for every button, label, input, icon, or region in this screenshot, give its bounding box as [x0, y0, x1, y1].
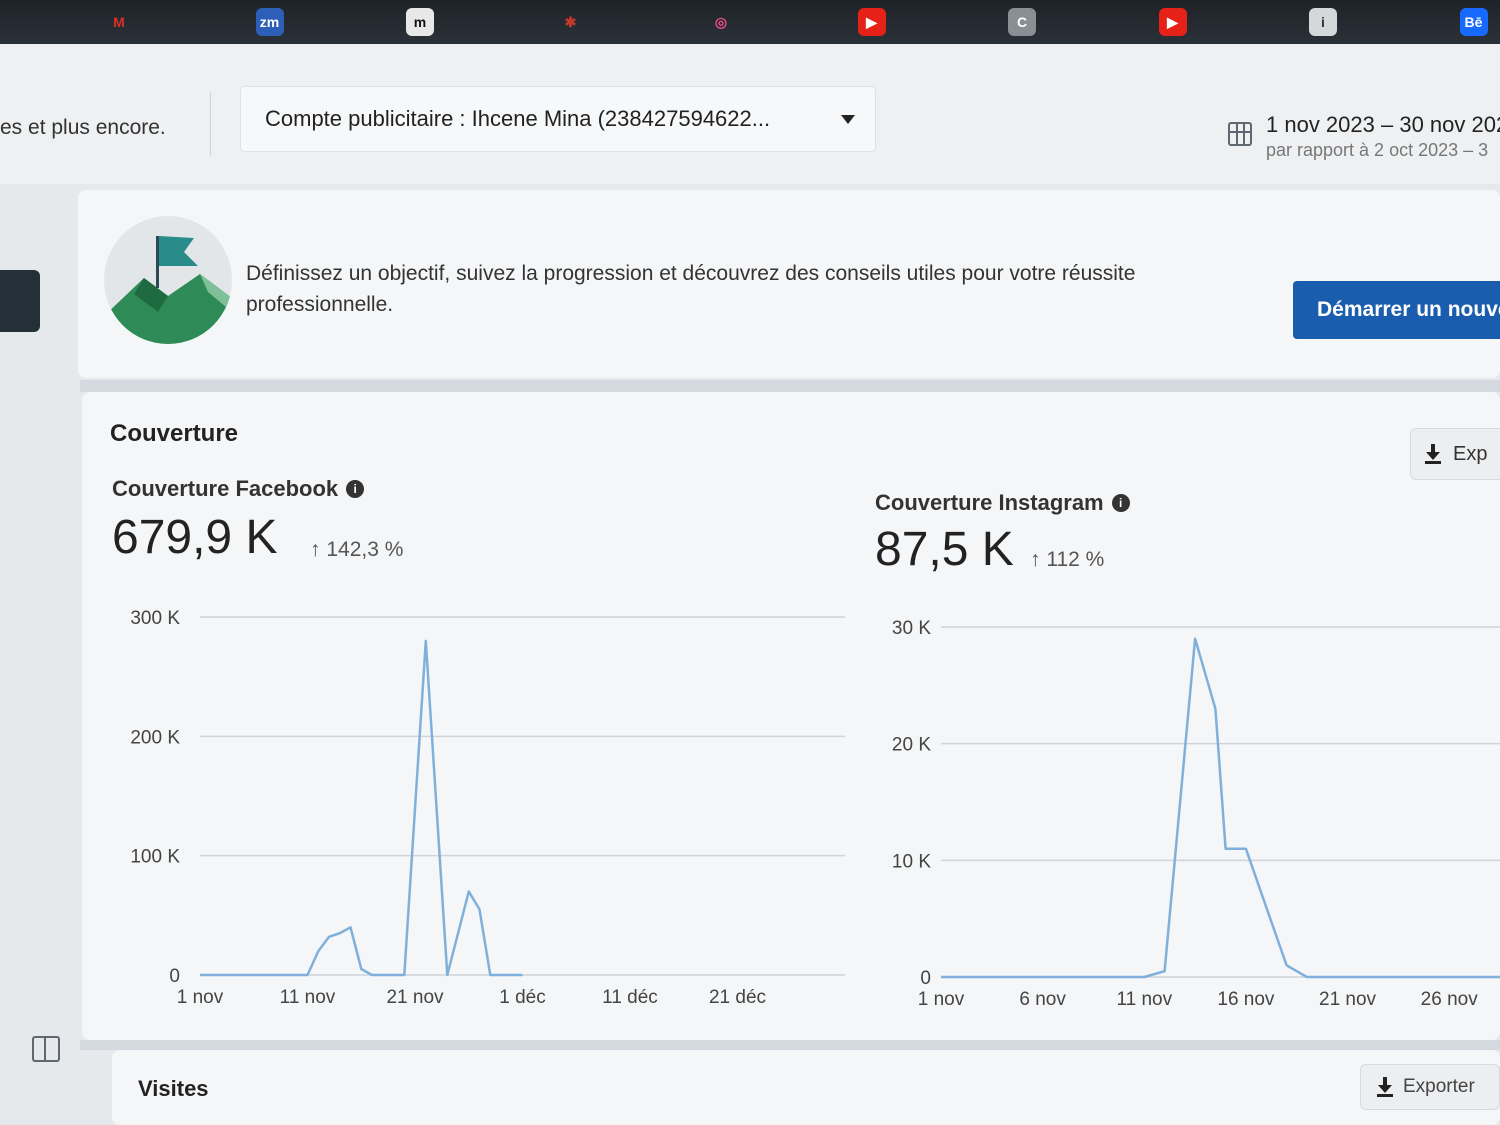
info-icon[interactable]: i — [1111, 494, 1130, 512]
visits-panel — [112, 1050, 1500, 1125]
header-left-text: es et plus encore. — [0, 116, 166, 139]
x-tick-label: 11 nov — [1116, 989, 1172, 1010]
x-tick-label: 16 nov — [1217, 989, 1275, 1010]
dribbble-icon[interactable]: ◎ — [714, 13, 728, 30]
instagram-reach-change: ↑ 112 % — [1030, 548, 1105, 571]
download-icon — [1377, 1077, 1393, 1097]
behance-icon[interactable]: Bē — [1459, 8, 1488, 36]
info-app-icon[interactable]: i — [1309, 8, 1337, 36]
facebook-reach-change: ↑ 142,3 % — [310, 538, 404, 561]
y-tick-label: 30 K — [892, 618, 931, 639]
side-dark-button[interactable] — [0, 270, 40, 332]
goal-banner-text: Définissez un objectif, suivez la progre… — [246, 262, 1136, 316]
x-tick-label: 21 déc — [709, 987, 766, 1008]
bug-icon[interactable]: ✱ — [564, 13, 577, 30]
start-new-goal-button[interactable]: Démarrer un nouve — [1293, 281, 1500, 339]
c-app-icon[interactable]: C — [1008, 8, 1036, 36]
x-tick-label: 1 nov — [177, 987, 224, 1008]
account-select-label: Compte publicitaire : Ihcene Mina (23842… — [265, 106, 771, 131]
youtube-icon-2[interactable]: ▶ — [1158, 8, 1187, 36]
x-tick-label: 11 déc — [602, 987, 658, 1008]
youtube-icon[interactable]: ▶ — [857, 8, 886, 36]
y-tick-label: 10 K — [892, 851, 931, 872]
visits-export-label: Exporter — [1403, 1076, 1475, 1097]
info-icon[interactable]: i — [346, 480, 365, 498]
x-tick-label: 21 nov — [1319, 989, 1377, 1010]
visits-title: Visites — [138, 1076, 209, 1101]
y-tick-label: 100 K — [130, 847, 180, 868]
reach-series-line — [200, 639, 523, 977]
facebook-reach-label-text: Couverture Facebook — [112, 476, 339, 501]
header-divider — [210, 92, 211, 156]
x-tick-label: 6 nov — [1019, 989, 1066, 1010]
reach-series-line — [941, 637, 1500, 979]
export-button[interactable]: Exp — [1410, 428, 1500, 480]
facebook-reach-value: 679,9 K — [112, 511, 278, 564]
visits-export-button[interactable]: Exporter — [1360, 1064, 1500, 1110]
date-comparison: par rapport à 2 oct 2023 – 3 — [1266, 140, 1489, 160]
y-tick-label: 20 K — [892, 735, 931, 756]
y-tick-label: 0 — [169, 966, 180, 987]
reach-title: Couverture — [110, 420, 239, 447]
account-select[interactable]: Compte publicitaire : Ihcene Mina (23842… — [240, 86, 876, 152]
facebook-reach-chart: 0 100 K 200 K 300 K 1 nov 11 nov 21 nov 1 déc 11… — [130, 608, 845, 1008]
x-tick-label: 26 nov — [1421, 989, 1479, 1010]
download-icon — [1425, 444, 1441, 464]
y-tick-label: 0 — [920, 968, 931, 989]
m-app-icon[interactable]: m — [406, 8, 434, 36]
zoom-icon[interactable]: zm — [255, 8, 284, 36]
gmail-icon[interactable]: M — [113, 14, 125, 30]
instagram-reach-chart: 0 10 K 20 K 30 K 1 nov 6 nov 11 nov 16 nov 21 no… — [892, 618, 1500, 1010]
calendar-icon[interactable] — [1228, 122, 1252, 146]
section-divider-bottom — [80, 1040, 1500, 1050]
export-label: Exp — [1453, 442, 1488, 465]
x-tick-label: 1 déc — [499, 987, 545, 1008]
reach-panel — [82, 392, 1500, 1040]
x-tick-label: 11 nov — [280, 987, 336, 1008]
goal-banner — [78, 190, 1500, 378]
instagram-reach-label: Couverture Instagram i — [875, 490, 1130, 516]
caret-down-icon — [841, 115, 855, 124]
y-tick-label: 300 K — [130, 608, 180, 629]
goal-mountain-flag-icon — [104, 216, 232, 344]
instagram-reach-label-text: Couverture Instagram — [875, 490, 1104, 515]
date-range[interactable]: 1 nov 2023 – 30 nov 202 — [1266, 112, 1500, 137]
y-tick-label: 200 K — [130, 727, 180, 748]
facebook-reach-label: Couverture Facebook i — [112, 476, 365, 502]
panel-toggle-icon[interactable] — [32, 1036, 60, 1062]
x-tick-label: 1 nov — [918, 989, 965, 1010]
x-tick-label: 21 nov — [386, 987, 444, 1008]
section-divider — [80, 380, 1500, 392]
instagram-reach-value: 87,5 K — [875, 523, 1014, 576]
